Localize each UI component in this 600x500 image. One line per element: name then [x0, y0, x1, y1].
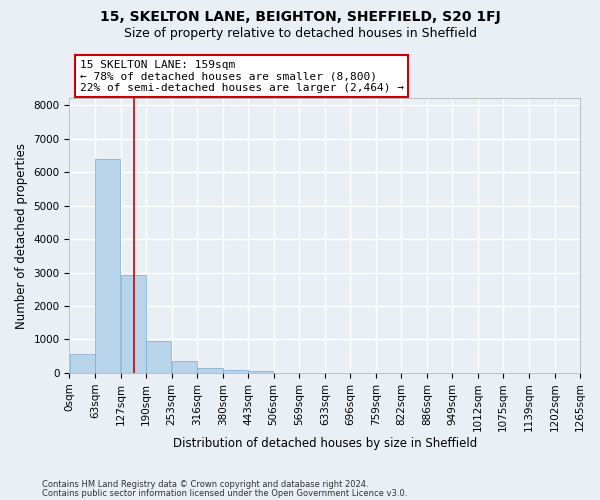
Bar	[70, 354, 95, 373]
Y-axis label: Number of detached properties: Number of detached properties	[15, 142, 28, 328]
Text: Contains HM Land Registry data © Crown copyright and database right 2024.: Contains HM Land Registry data © Crown c…	[42, 480, 368, 489]
Text: 15, SKELTON LANE, BEIGHTON, SHEFFIELD, S20 1FJ: 15, SKELTON LANE, BEIGHTON, SHEFFIELD, S…	[100, 10, 500, 24]
X-axis label: Distribution of detached houses by size in Sheffield: Distribution of detached houses by size …	[173, 437, 477, 450]
Bar	[121, 274, 146, 373]
Bar	[95, 160, 121, 373]
Bar	[146, 341, 172, 373]
Bar	[248, 371, 274, 373]
Bar	[223, 370, 248, 373]
Bar	[172, 361, 197, 373]
Text: Contains public sector information licensed under the Open Government Licence v3: Contains public sector information licen…	[42, 488, 407, 498]
Bar	[197, 368, 223, 373]
Text: 15 SKELTON LANE: 159sqm
← 78% of detached houses are smaller (8,800)
22% of semi: 15 SKELTON LANE: 159sqm ← 78% of detache…	[80, 60, 404, 93]
Text: Size of property relative to detached houses in Sheffield: Size of property relative to detached ho…	[124, 28, 476, 40]
